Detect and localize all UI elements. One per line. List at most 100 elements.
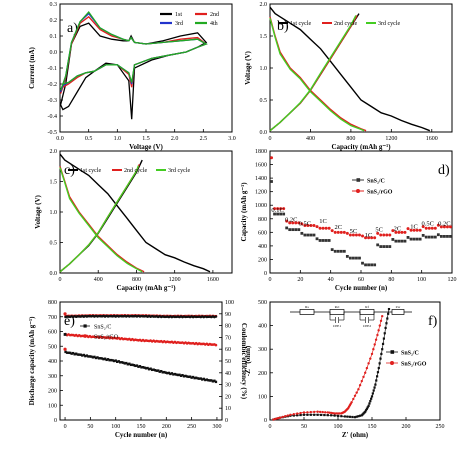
rate-point [345,231,349,235]
rate-point [436,233,440,237]
charge-curve-2 [59,165,140,273]
circuit-resistor [359,309,375,315]
cycle-point [155,369,158,372]
x-tick-label: 40 [328,277,334,283]
eis-point [369,357,372,360]
eis-point [378,362,381,365]
eis-point [381,348,384,351]
eis-point [355,391,358,394]
legend-marker [356,189,360,193]
x-tick-label: 0 [269,277,272,283]
rate-point [288,228,292,232]
cycle-point [81,354,84,357]
circuit-resistor [329,309,345,315]
eis-point [374,383,377,386]
cycle-point [185,375,189,378]
rate-point [433,226,437,230]
y-tick-label: 300 [258,347,267,353]
y-right-tick-label: 30 [225,383,231,389]
panel-label: e) [64,314,75,329]
rate-point [373,236,377,240]
rate-point [342,230,346,234]
rate-label: 1C [365,232,373,239]
circuit-label: Rf [365,305,369,309]
cycle-point [114,359,117,362]
y-axis-label: -Z'' (ohm) [244,345,252,376]
x-tick-label: 1600 [426,136,438,142]
eis-point [292,414,295,417]
rate-point [333,249,337,253]
rate-point [364,263,367,267]
rate-point [424,226,428,230]
y-tick-label: 800 [48,300,57,306]
legend-entry: SnS₂/C [367,179,385,185]
cycle-point [172,373,175,376]
eis-point [373,343,376,346]
rate-point [409,237,413,241]
cycle-point [140,366,143,369]
cycle-point [119,361,122,364]
rate-point [294,221,298,225]
rate-point [300,222,304,226]
rate-point [303,233,307,237]
cycle-point [173,372,177,376]
rate-point [339,249,343,253]
rate-point [306,224,310,228]
cycle-point [78,353,81,356]
rate-point [352,256,355,260]
cycle-point [188,375,192,378]
cycle-point [137,365,140,368]
x-tick-label: 150 [368,424,377,430]
y-right-axis-label: Coulombic efficiency (%) [240,323,248,400]
rate-point [321,239,325,242]
eis-point [313,410,316,414]
x-tick-label: 1600 [207,277,219,283]
rate-point [427,226,431,230]
eis-point [353,394,357,398]
eis-point [373,386,376,389]
eis-point [386,317,389,320]
x-tick-label: 2.5 [200,136,208,142]
rate-point [418,237,422,241]
cycle-point [164,371,168,374]
eis-point [379,319,383,323]
rate-point [367,263,370,267]
y-tick-label: -0.1 [48,66,58,72]
panel-f: 0 50 100 150 200 250 0 100 200 300 400 500 Z' (ohm) -… [244,300,445,439]
eis-point [359,414,362,417]
eis-point [370,352,374,356]
cv-curve-4th [59,10,208,91]
y-right-tick-label: 70 [225,335,231,341]
y-tick-label: -0.3 [48,98,58,104]
y-tick-label: 800 [258,217,267,223]
eis-point [336,412,340,415]
eis-point [335,412,338,415]
eis-point [340,415,343,418]
eis-point [381,314,384,318]
x-tick-label: 0 [269,136,272,142]
cycle-point [179,374,183,377]
cycle-point [106,358,110,361]
rate-point [376,231,380,235]
rate-point [406,236,410,239]
y-tick-label: 500 [48,344,57,350]
cycle-point [150,368,154,372]
eis-point [306,413,309,416]
rate-point [391,238,395,241]
eis-point [367,404,370,407]
rate-point [327,226,331,230]
cycle-point [73,353,76,356]
x-axis-label: Capacity (mAh g⁻¹) [116,284,176,292]
plot-frame [269,150,453,274]
eis-point [352,397,355,401]
legend-entry: SnS₂/rGO [401,362,427,368]
eis-point [330,414,333,417]
circuit-label: Rs [305,305,309,309]
legend-marker [390,361,394,365]
eis-point [302,413,306,416]
first-cycle-ce-point [63,347,67,351]
cycle-point [211,380,215,383]
rate-point [373,263,377,267]
cycle-point [105,358,108,362]
eis-curve-0 [273,309,390,420]
